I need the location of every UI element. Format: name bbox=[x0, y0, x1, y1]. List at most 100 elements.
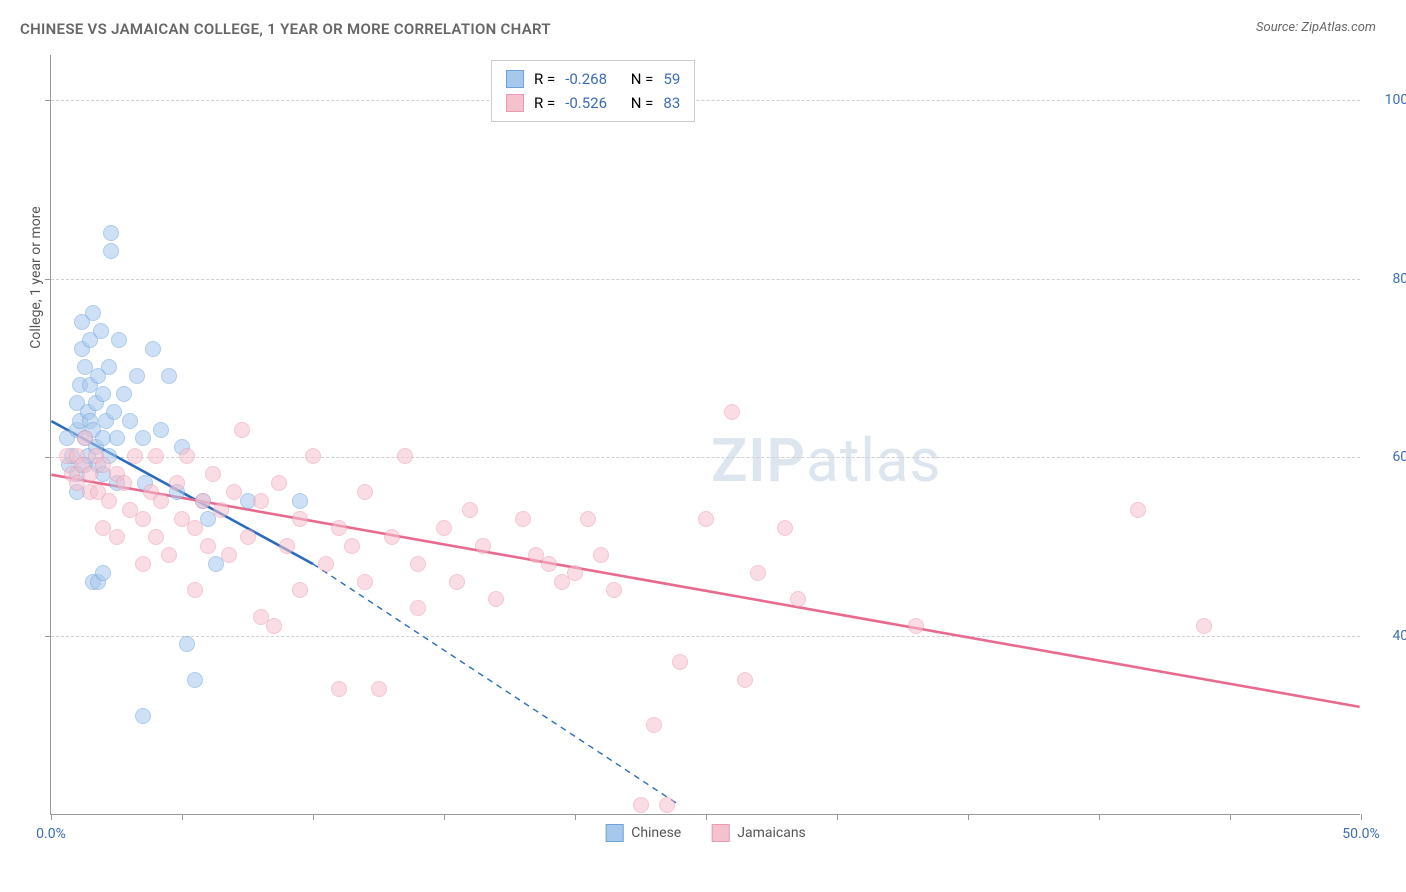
data-point bbox=[93, 323, 109, 339]
data-point bbox=[111, 332, 127, 348]
data-point bbox=[179, 448, 195, 464]
y-axis-label: 80.0% bbox=[1370, 271, 1406, 287]
data-point bbox=[153, 493, 169, 509]
source-attribution: Source: ZipAtlas.com bbox=[1256, 20, 1376, 35]
data-point bbox=[101, 493, 117, 509]
data-point bbox=[266, 618, 282, 634]
data-point bbox=[318, 556, 334, 572]
data-point bbox=[331, 681, 347, 697]
data-point bbox=[344, 538, 360, 554]
data-point bbox=[271, 475, 287, 491]
y-axis-title: College, 1 year or more bbox=[28, 206, 44, 348]
swatch-chinese bbox=[506, 70, 524, 88]
watermark-bold: ZIP bbox=[711, 425, 806, 496]
plot-area: ZIPatlas R = -0.268 N = 59 R = -0.526 N … bbox=[50, 55, 1360, 815]
n-value: 59 bbox=[663, 67, 680, 91]
data-point bbox=[95, 386, 111, 402]
data-point bbox=[777, 520, 793, 536]
data-point bbox=[410, 600, 426, 616]
y-axis-label: 40.0% bbox=[1370, 628, 1406, 644]
data-point bbox=[109, 529, 125, 545]
data-point bbox=[103, 225, 119, 241]
data-point bbox=[371, 681, 387, 697]
data-point bbox=[384, 529, 400, 545]
y-axis-label: 60.0% bbox=[1370, 449, 1406, 465]
data-point bbox=[1196, 618, 1212, 634]
data-point bbox=[135, 708, 151, 724]
data-point bbox=[200, 538, 216, 554]
data-point bbox=[737, 672, 753, 688]
r-value: -0.526 bbox=[565, 91, 607, 115]
data-point bbox=[101, 359, 117, 375]
r-label: R = bbox=[534, 67, 555, 91]
data-point bbox=[153, 422, 169, 438]
watermark-rest: atlas bbox=[806, 425, 941, 496]
legend-label: Jamaicans bbox=[737, 825, 806, 841]
data-point bbox=[226, 484, 242, 500]
data-point bbox=[449, 574, 465, 590]
data-point bbox=[357, 484, 373, 500]
data-point bbox=[195, 493, 211, 509]
data-point bbox=[187, 582, 203, 598]
data-point bbox=[633, 797, 649, 813]
data-point bbox=[475, 538, 491, 554]
data-point bbox=[593, 547, 609, 563]
data-point bbox=[462, 502, 478, 518]
data-point bbox=[179, 636, 195, 652]
data-point bbox=[135, 556, 151, 572]
data-point bbox=[148, 529, 164, 545]
data-point bbox=[305, 448, 321, 464]
data-point bbox=[145, 341, 161, 357]
data-point bbox=[95, 565, 111, 581]
data-point bbox=[672, 654, 688, 670]
data-point bbox=[488, 591, 504, 607]
n-label: N = bbox=[631, 67, 654, 91]
swatch-jamaicans bbox=[506, 94, 524, 112]
y-axis-label: 100.0% bbox=[1370, 92, 1406, 108]
data-point bbox=[750, 565, 766, 581]
correlation-legend: R = -0.268 N = 59 R = -0.526 N = 83 bbox=[491, 60, 695, 122]
data-point bbox=[234, 422, 250, 438]
x-axis-label: 0.0% bbox=[36, 826, 66, 842]
x-axis-label: 50.0% bbox=[1342, 826, 1380, 842]
data-point bbox=[253, 493, 269, 509]
data-point bbox=[357, 574, 373, 590]
data-point bbox=[161, 368, 177, 384]
data-point bbox=[908, 618, 924, 634]
data-point bbox=[331, 520, 347, 536]
watermark: ZIPatlas bbox=[711, 425, 942, 496]
data-point bbox=[213, 502, 229, 518]
data-point bbox=[129, 368, 145, 384]
data-point bbox=[240, 529, 256, 545]
legend-item-chinese: Chinese bbox=[605, 824, 681, 842]
data-point bbox=[109, 430, 125, 446]
data-point bbox=[436, 520, 452, 536]
data-point bbox=[292, 582, 308, 598]
data-point bbox=[221, 547, 237, 563]
legend-row-jamaicans: R = -0.526 N = 83 bbox=[506, 91, 680, 115]
data-point bbox=[161, 547, 177, 563]
data-point bbox=[606, 582, 622, 598]
swatch-chinese-icon bbox=[605, 824, 623, 842]
data-point bbox=[106, 404, 122, 420]
legend-item-jamaicans: Jamaicans bbox=[711, 824, 806, 842]
data-point bbox=[279, 538, 295, 554]
data-point bbox=[567, 565, 583, 581]
data-point bbox=[85, 305, 101, 321]
data-point bbox=[292, 493, 308, 509]
data-point bbox=[103, 243, 119, 259]
data-point bbox=[122, 413, 138, 429]
data-point bbox=[127, 448, 143, 464]
series-legend: Chinese Jamaicans bbox=[605, 824, 806, 842]
data-point bbox=[790, 591, 806, 607]
data-point bbox=[169, 475, 185, 491]
data-point bbox=[1130, 502, 1146, 518]
data-point bbox=[580, 511, 596, 527]
n-label: N = bbox=[631, 91, 654, 115]
data-point bbox=[116, 475, 132, 491]
data-point bbox=[646, 717, 662, 733]
data-point bbox=[724, 404, 740, 420]
data-point bbox=[292, 511, 308, 527]
data-point bbox=[659, 797, 675, 813]
data-point bbox=[116, 386, 132, 402]
